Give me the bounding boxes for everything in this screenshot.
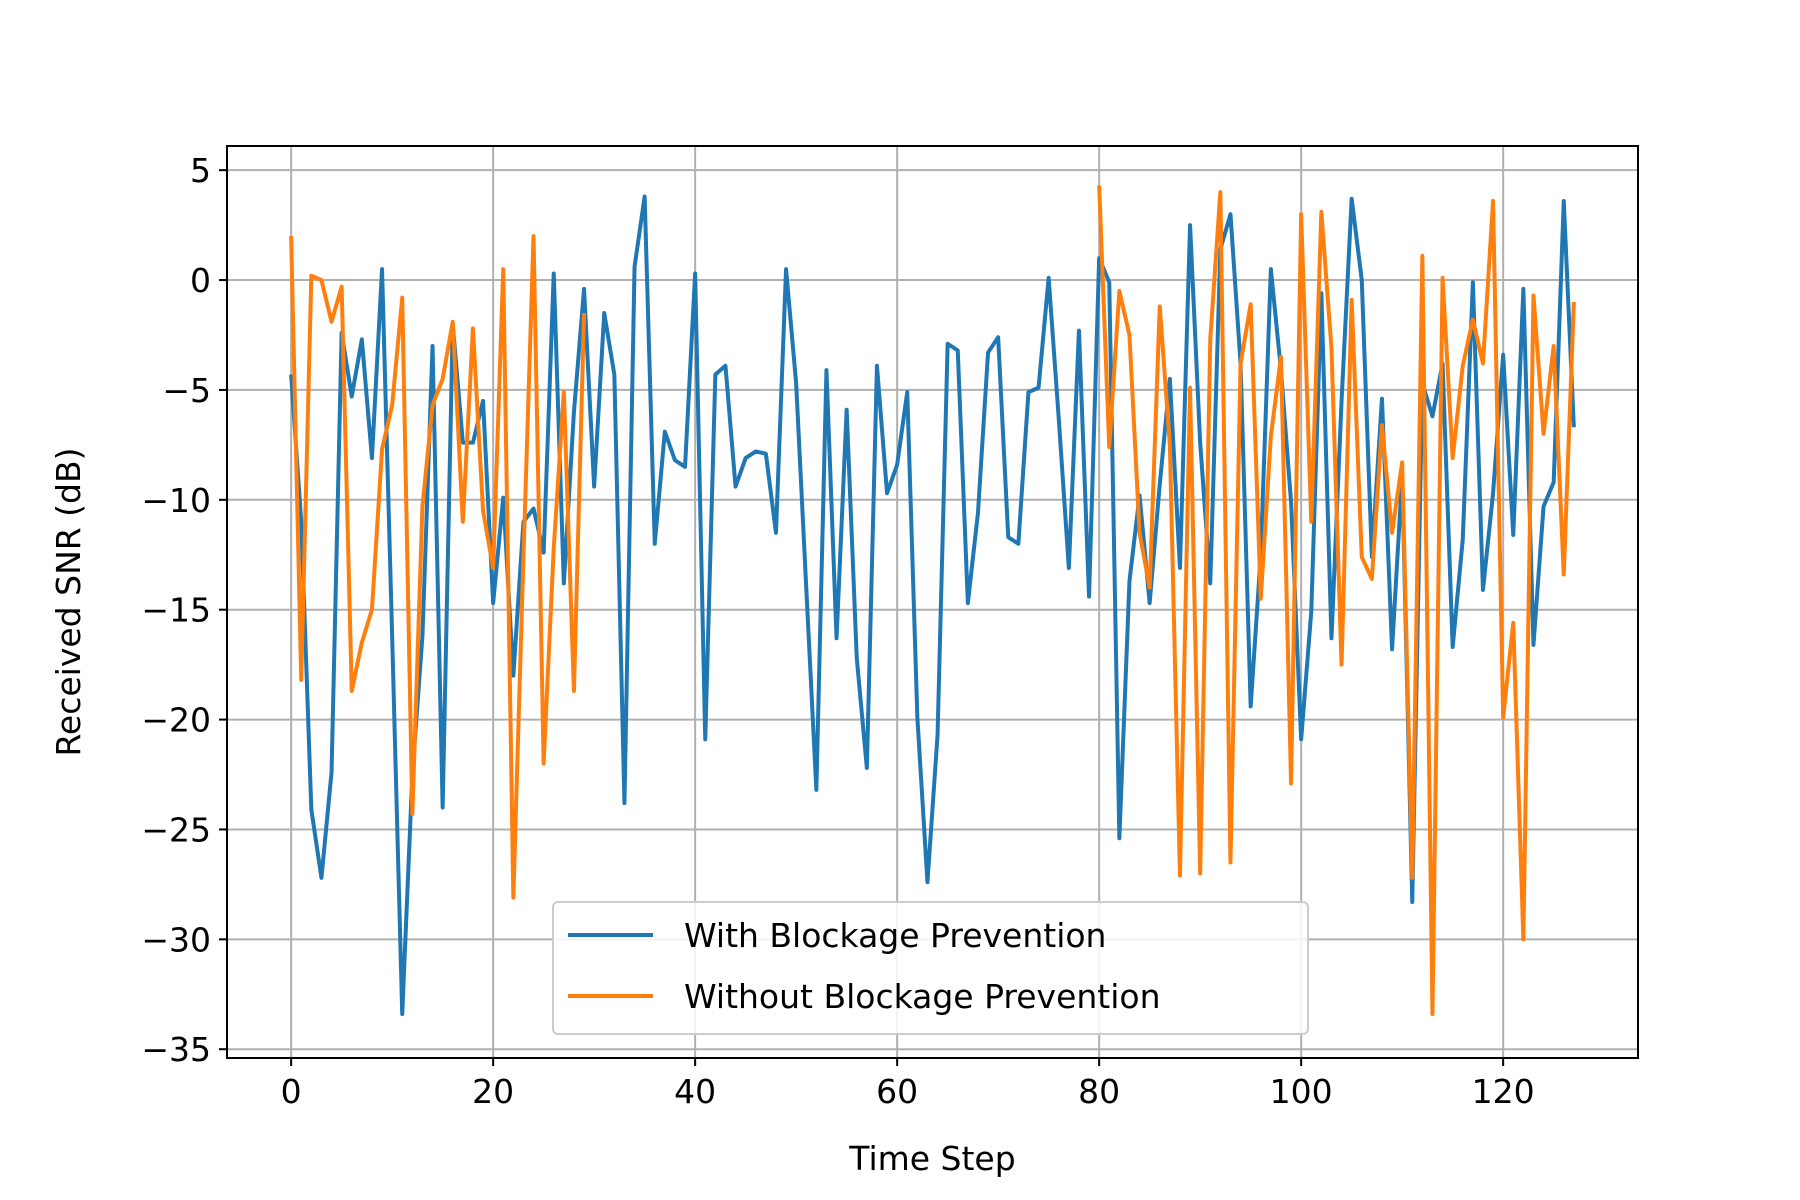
y-tick-label: 0 [190,261,211,300]
y-tick-label: −10 [141,481,211,520]
x-tick-label: 100 [1270,1072,1333,1111]
legend-label-without-blockage-prevention: Without Blockage Prevention [684,977,1161,1016]
x-tick-label: 40 [674,1072,716,1111]
y-tick-label: −5 [162,371,211,410]
y-tick-label: −15 [141,591,211,630]
y-axis-title: Received SNR (dB) [49,447,88,756]
y-tick-label: −30 [141,920,211,959]
legend-box [552,901,1309,1035]
y-tick-label: −25 [141,810,211,849]
axis-ticks: 0 20 40 60 80 100 120 5 0 −5 −10 −15 −20 −25 −30 −35 [141,151,1534,1111]
legend-label-with-blockage-prevention: With Blockage Prevention [684,916,1106,955]
y-tick-label: −35 [141,1030,211,1069]
x-axis-title: Time Step [848,1139,1015,1178]
plot-area-frame [226,145,1639,1059]
legend: With Blockage Prevention Without Blockag… [552,901,1309,1035]
series-line-with-blockage-prevention [289,194,1576,1017]
x-tick-label: 0 [281,1072,302,1111]
y-tick-label: −20 [141,701,211,740]
x-tick-label: 60 [876,1072,918,1111]
series-line-without-blockage-prevention [1097,185,1576,1017]
x-tick-label: 20 [472,1072,514,1111]
x-tick-label: 120 [1472,1072,1535,1111]
y-tick-label: 5 [190,151,211,190]
x-tick-label: 80 [1078,1072,1120,1111]
series-lines [289,185,1576,1017]
series-line-without-blockage-prevention [289,234,587,900]
